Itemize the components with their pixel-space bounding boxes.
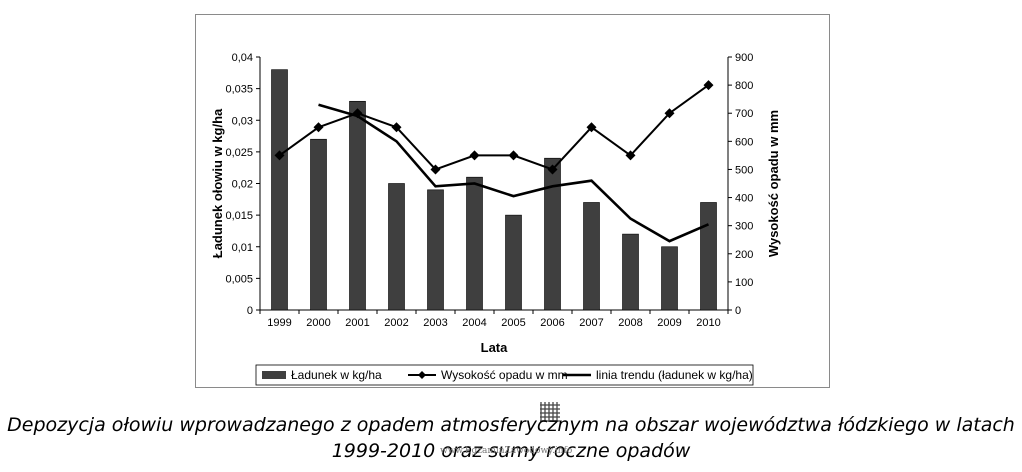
x-tick-label: 2009 [657,317,681,329]
y-tick-label: 0,02 [232,179,253,191]
y-axis-title: Ładunek ołowiu w kg/ha [210,108,225,258]
x-tick-label: 2006 [540,317,564,329]
bar [466,176,483,311]
x-tick-label: 2001 [345,317,369,329]
x-tick-label: 2008 [618,317,642,329]
legend-box [255,364,754,386]
precipitation-point [625,150,636,161]
bar [661,246,678,311]
precipitation-line [278,84,710,171]
y2-tick-label: 100 [735,277,753,289]
precipitation-point [313,122,324,133]
bar [388,183,405,311]
y2-tick-label: 0 [735,305,741,317]
bar [700,202,717,311]
y-tick-label: 0,03 [232,115,253,127]
precipitation-point [391,122,402,133]
x-tick-label: 1999 [267,317,291,329]
y2-tick-label: 900 [735,52,753,64]
y2-tick-label: 800 [735,80,753,92]
qr-code-icon [540,402,560,422]
precipitation-point [430,164,441,175]
y-tick-label: 0,01 [232,242,253,254]
bar [544,157,561,311]
y2-tick-label: 200 [735,249,753,261]
y-tick-label: 0,04 [232,52,253,64]
caption-line-1: Depozycja ołowiu wprowadzanego z opadem … [7,414,1015,436]
bar [427,189,444,311]
x-tick-label: 2005 [501,317,525,329]
trend-line [318,103,710,243]
bar [583,202,600,311]
x-tick-label: 2010 [696,317,720,329]
precipitation-point [469,150,480,161]
y-tick-label: 0,005 [225,273,253,285]
precipitation-point [508,150,519,161]
precipitation-point [664,108,675,119]
y2-tick-label: 300 [735,221,753,233]
precipitation-point [703,80,714,91]
y2-tick-label: 700 [735,108,753,120]
y-tick-label: 0,015 [225,210,253,222]
y-tick-label: 0,035 [225,84,253,96]
legend-label: Ładunek w kg/ha [291,368,382,382]
y2-tick-label: 600 [735,136,753,148]
bar [505,214,522,311]
y2-tick-label: 500 [735,164,753,176]
x-tick-label: 2003 [423,317,447,329]
y2-tick-label: 400 [735,193,753,205]
precipitation-point [274,150,285,161]
figure-caption: Depozycja ołowiu wprowadzanego z opadem … [0,412,1022,464]
precipitation-point [586,122,597,133]
bar [271,69,288,311]
caption-line-2: 1999-2010 oraz sumy roczne opadów [331,440,691,462]
precipitation-point [547,164,558,175]
y-tick-label: 0 [247,305,253,317]
bar [622,233,639,311]
legend-swatch-bar [262,371,286,379]
legend-swatch-diamond [418,371,426,379]
legend-label: Wysokość opadu w mm [441,368,568,382]
x-tick-label: 2000 [306,317,330,329]
bar [349,100,366,311]
watermark-text: www.EgzaminZawodowy.info [440,446,573,456]
chart-frame: 0 0,005 0,01 0,015 0,02 0,025 0,03 0,035 0,04 0 10… [195,14,830,388]
x-tick-label: 2004 [462,317,486,329]
bar [310,138,327,311]
x-axis-title: Lata [481,340,509,355]
x-tick-label: 2002 [384,317,408,329]
y2-axis-title: Wysokość opadu w mm [766,110,781,257]
legend-label: linia trendu (ładunek w kg/ha) [596,368,753,382]
y-tick-label: 0,025 [225,147,253,159]
chart: 0 0,005 0,01 0,015 0,02 0,025 0,03 0,035 0,04 0 10… [210,52,781,386]
x-tick-label: 2007 [579,317,603,329]
